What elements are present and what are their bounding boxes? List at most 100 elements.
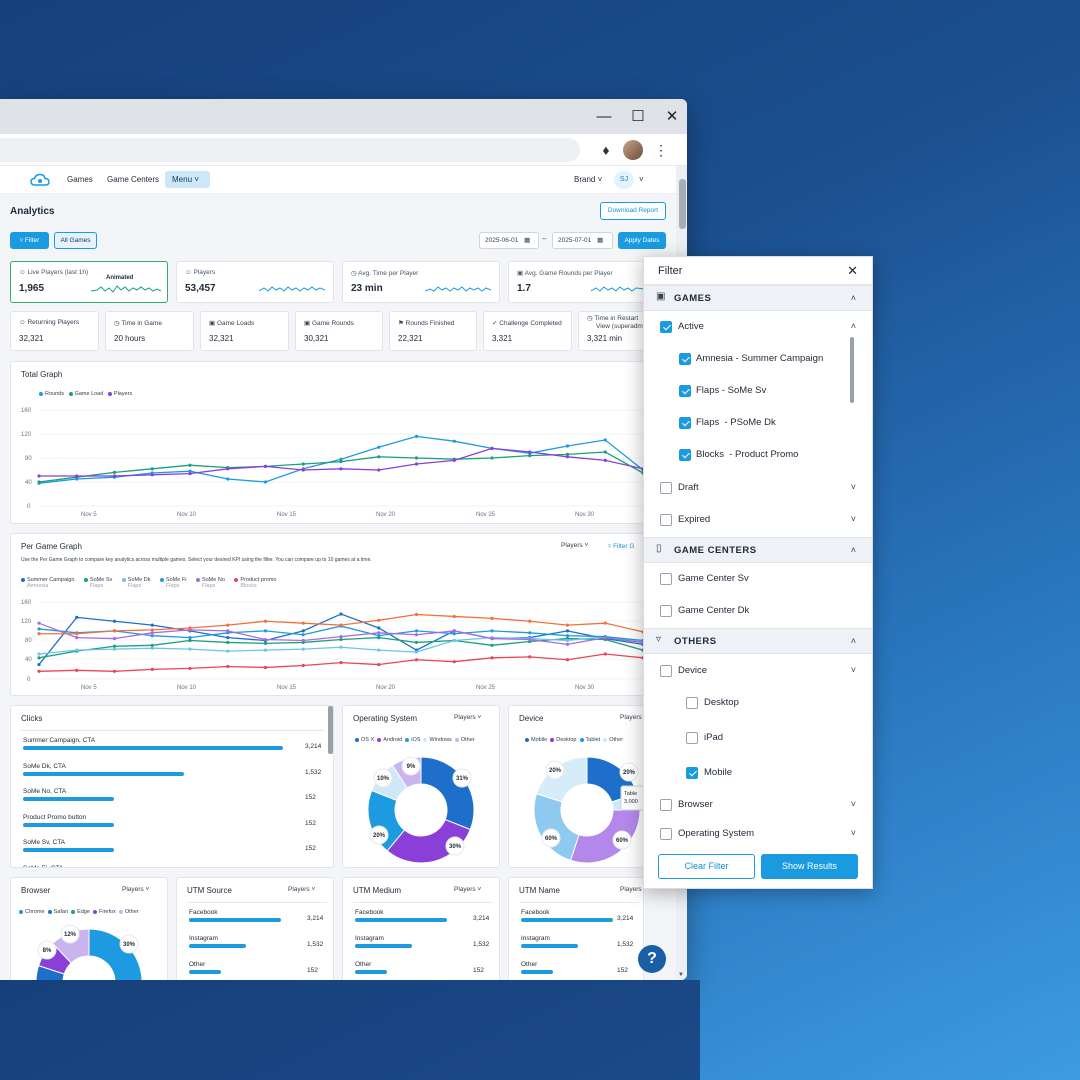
filter-item-active[interactable]: Active [678,321,704,332]
data-point[interactable] [150,646,154,650]
data-point[interactable] [565,623,570,627]
checkbox-active[interactable] [660,321,672,333]
data-point[interactable] [75,668,79,672]
filter-item-draft[interactable]: Draft [678,482,699,493]
browser-kpi-select[interactable]: Players ˅ [122,886,149,893]
data-point[interactable] [75,474,79,478]
donut-slice[interactable] [88,928,143,987]
data-point[interactable] [339,635,343,639]
data-point[interactable] [188,472,192,476]
data-point[interactable] [414,456,419,460]
checkbox-operating-system[interactable] [660,828,672,840]
filter-games-link[interactable]: ▿ Filter G [608,542,634,550]
data-point[interactable] [528,619,532,623]
date-from-input[interactable]: 2025-06-01 ▦ [479,232,539,249]
close-icon[interactable]: ✕ [847,263,858,278]
data-point[interactable] [565,455,570,459]
data-point[interactable] [112,644,117,648]
data-point[interactable] [37,632,41,636]
checkbox-game-1[interactable] [679,353,691,365]
data-point[interactable] [150,667,154,671]
data-point[interactable] [339,460,343,464]
clicks-scrollbar[interactable] [328,706,333,754]
filter-item-ipad[interactable]: iPad [704,732,724,743]
data-point[interactable] [112,669,117,673]
data-point[interactable] [150,631,154,635]
extensions-icon[interactable]: ♦ [602,142,610,158]
data-point[interactable] [414,650,419,654]
checkbox-game-2[interactable] [679,385,691,397]
donut-slice[interactable] [533,792,580,862]
donut-slice[interactable] [420,756,475,831]
data-point[interactable] [226,477,230,481]
kpi2-challenge-completed[interactable]: ✓ Challenge Completed 3,321 [483,311,572,351]
data-point[interactable] [603,438,607,442]
data-point[interactable] [37,669,41,673]
data-point[interactable] [226,636,230,640]
checkbox-ipad[interactable] [686,732,698,744]
kpi2-time-in-restart-view[interactable]: ◷ Time in Restart View (superadm 3,321 mi… [578,311,644,351]
data-point[interactable] [490,616,494,620]
data-point[interactable] [528,454,532,458]
apply-dates-button[interactable]: Apply Dates [618,232,666,249]
data-point[interactable] [226,623,230,627]
checkbox-draft[interactable] [660,482,672,494]
kpi2-game-rounds[interactable]: ▣ Game Rounds 30,321 [295,311,383,351]
filter-item-expired[interactable]: Expired [678,514,711,525]
help-button[interactable]: ? [638,945,666,973]
legend-label[interactable]: Mobile [531,737,548,743]
utm-source-kpi-select[interactable]: Players ˅ [288,886,315,893]
kpi2-time-in-game[interactable]: ◷ Time in Game 20 hours [105,311,194,351]
data-point[interactable] [377,618,381,622]
legend-label[interactable]: Chrome [25,909,45,915]
data-point[interactable] [188,647,192,651]
data-point[interactable] [565,658,570,662]
data-point[interactable] [414,658,419,662]
data-point[interactable] [75,648,79,652]
legend-label[interactable]: OS X [361,737,375,743]
checkbox-game-center-sv[interactable] [660,573,672,585]
legend-label[interactable]: Windows [429,737,452,743]
scroll-down-icon[interactable]: ▼ [678,972,684,978]
data-point[interactable] [490,456,494,460]
data-point[interactable] [37,474,41,478]
nav-menu-button[interactable]: Menu ˅ [165,171,210,188]
checkbox-browser[interactable] [660,799,672,811]
data-point[interactable] [339,623,343,627]
close-window-icon[interactable]: ✕ [665,108,679,125]
chevron-up-icon[interactable]: ˄ [850,321,856,331]
checkbox-game-center-dk[interactable] [660,605,672,617]
legend-item[interactable]: SoMe No Flaps [195,577,225,589]
os-kpi-select[interactable]: Players ˅ [454,714,481,721]
data-point[interactable] [490,636,494,641]
data-point[interactable] [603,450,607,454]
legend-item[interactable]: Product promo Blocks [234,577,277,589]
data-point[interactable] [414,629,419,633]
chevron-down-icon[interactable]: ˅ [850,665,856,675]
kpi-card-avg-time[interactable]: ◷ Avg. Time per Player 23 min [342,261,500,303]
legend-item[interactable]: SoMe Sv Flaps [83,577,112,589]
donut-slice[interactable] [569,809,641,864]
chevron-down-icon[interactable]: ˅ [639,175,644,184]
data-point[interactable] [565,642,570,646]
kpi-card-players[interactable]: ☺ Players 53,457 [176,261,334,303]
data-point[interactable] [452,439,456,443]
data-point[interactable] [452,458,456,462]
data-point[interactable] [188,626,192,630]
kpi2-returning-players[interactable]: ☺ Returning Players 32,321 [10,311,99,351]
data-point[interactable] [603,458,607,462]
data-point[interactable] [339,457,343,461]
data-point[interactable] [452,660,456,664]
section-games[interactable]: ▣ GAMES ˄ [644,285,872,311]
legend-item[interactable]: Summer Campaign Amnesia [21,577,74,589]
filter-item-game-center-sv[interactable]: Game Center Sv [678,573,749,584]
data-point[interactable] [188,469,192,473]
data-point[interactable] [301,663,305,668]
data-point[interactable] [188,463,192,467]
kpi2-rounds-finished[interactable]: ⚑ Rounds Finished 22,321 [389,311,477,351]
data-point[interactable] [263,648,268,652]
scrollbar-thumb[interactable] [678,179,686,229]
data-point[interactable] [414,434,419,438]
data-point[interactable] [150,467,154,471]
data-point[interactable] [226,664,230,669]
